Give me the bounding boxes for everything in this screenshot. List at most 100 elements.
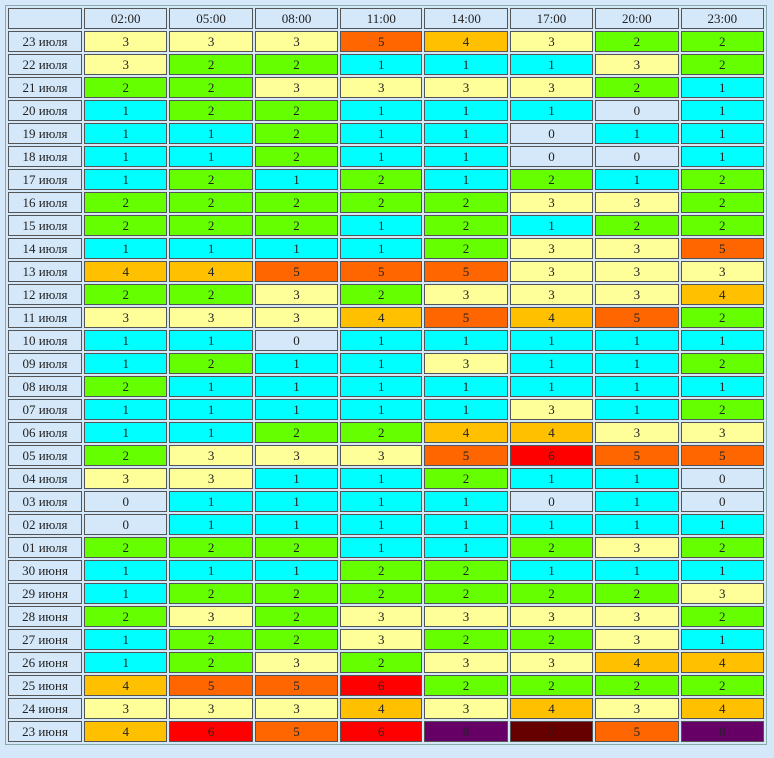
kp-cell: 3: [424, 353, 508, 374]
kp-cell: 1: [595, 560, 679, 581]
kp-cell: 2: [340, 583, 423, 604]
kp-cell: 1: [424, 491, 508, 512]
kp-cell: 2: [169, 215, 253, 236]
kp-cell: 1: [340, 238, 423, 259]
kp-cell: 5: [680, 238, 764, 259]
row-label: 29 июня: [8, 583, 82, 604]
kp-cell: 2: [169, 537, 253, 558]
kp-cell: 2: [509, 169, 594, 190]
kp-cell: 3: [595, 238, 679, 259]
row-label: 22 июля: [8, 54, 82, 75]
kp-cell: 0: [680, 468, 764, 489]
kp-cell: 5: [595, 721, 679, 742]
kp-cell: 2: [680, 353, 764, 374]
kp-cell: 2: [424, 629, 508, 650]
kp-cell: 3: [84, 307, 168, 328]
kp-cell: 0: [680, 491, 764, 512]
kp-cell: 3: [254, 698, 339, 719]
kp-cell: 1: [340, 123, 423, 144]
kp-cell: 3: [340, 77, 423, 98]
kp-cell: 3: [509, 77, 594, 98]
kp-table: 02:00 05:00 08:00 11:00 14:00 17:00 20:00 23:00…: [5, 5, 767, 745]
kp-cell: 1: [340, 215, 423, 236]
kp-cell: 1: [424, 146, 508, 167]
kp-cell: 1: [680, 560, 764, 581]
kp-cell: 2: [424, 675, 508, 696]
kp-cell: 5: [424, 261, 508, 282]
kp-cell: 2: [680, 606, 764, 627]
kp-cell: 3: [680, 583, 764, 604]
kp-cell: 5: [254, 675, 339, 696]
kp-cell: 1: [254, 491, 339, 512]
kp-cell: 4: [680, 652, 764, 673]
row-label: 03 июля: [8, 491, 82, 512]
kp-cell: 0: [509, 491, 594, 512]
kp-cell: 1: [340, 537, 423, 558]
kp-cell: 1: [169, 560, 253, 581]
kp-cell: 8: [424, 721, 508, 742]
kp-cell: 5: [169, 675, 253, 696]
kp-cell: 1: [340, 330, 423, 351]
kp-cell: 1: [595, 491, 679, 512]
kp-cell: 2: [254, 146, 339, 167]
row-label: 13 июля: [8, 261, 82, 282]
row-label: 21 июля: [8, 77, 82, 98]
kp-cell: 4: [509, 698, 594, 719]
kp-cell: 2: [509, 583, 594, 604]
kp-cell: 1: [84, 422, 168, 443]
kp-cell: 1: [509, 376, 594, 397]
kp-cell: 5: [424, 307, 508, 328]
kp-cell: 3: [169, 445, 253, 466]
row: 06 июля 1 1 2 2 4 4 3 3: [8, 422, 764, 443]
kp-cell: 2: [340, 422, 423, 443]
kp-cell: 2: [680, 307, 764, 328]
kp-cell: 2: [595, 77, 679, 98]
kp-cell: 3: [340, 606, 423, 627]
kp-cell: 1: [595, 399, 679, 420]
kp-cell: 1: [340, 514, 423, 535]
corner: [8, 8, 82, 29]
kp-cell: 3: [169, 468, 253, 489]
kp-cell: 2: [254, 422, 339, 443]
kp-cell: 1: [424, 514, 508, 535]
kp-cell: 1: [254, 468, 339, 489]
kp-cell: 0: [595, 146, 679, 167]
column-header: 17:00: [509, 8, 594, 29]
kp-cell: 3: [509, 238, 594, 259]
kp-cell: 1: [254, 169, 339, 190]
kp-cell: 1: [84, 353, 168, 374]
kp-cell: 1: [595, 376, 679, 397]
kp-cell: 1: [340, 100, 423, 121]
row: 18 июля 1 1 2 1 1 0 0 1: [8, 146, 764, 167]
row-label: 20 июля: [8, 100, 82, 121]
kp-cell: 2: [424, 560, 508, 581]
kp-cell: 3: [169, 606, 253, 627]
kp-cell: 2: [254, 606, 339, 627]
kp-cell: 3: [595, 698, 679, 719]
kp-cell: 3: [424, 698, 508, 719]
kp-cell: 2: [169, 583, 253, 604]
kp-cell: 1: [509, 54, 594, 75]
kp-cell: 1: [680, 100, 764, 121]
kp-cell: 0: [509, 123, 594, 144]
kp-cell: 2: [680, 537, 764, 558]
kp-cell: 1: [84, 238, 168, 259]
row: 26 июня 1 2 3 2 3 3 4 4: [8, 652, 764, 673]
kp-cell: 3: [595, 192, 679, 213]
column-header: 08:00: [254, 8, 339, 29]
kp-cell: 4: [84, 261, 168, 282]
kp-cell: 1: [424, 169, 508, 190]
kp-cell: 1: [680, 376, 764, 397]
kp-cell: 5: [340, 31, 423, 52]
row-label: 17 июля: [8, 169, 82, 190]
kp-cell: 1: [169, 491, 253, 512]
row-label: 04 июля: [8, 468, 82, 489]
kp-cell: 3: [509, 31, 594, 52]
kp-cell: 1: [84, 146, 168, 167]
row: 08 июля 2 1 1 1 1 1 1 1: [8, 376, 764, 397]
row: 25 июня 4 5 5 6 2 2 2 2: [8, 675, 764, 696]
kp-cell: 2: [595, 675, 679, 696]
row-label: 26 июня: [8, 652, 82, 673]
kp-cell: 2: [254, 192, 339, 213]
